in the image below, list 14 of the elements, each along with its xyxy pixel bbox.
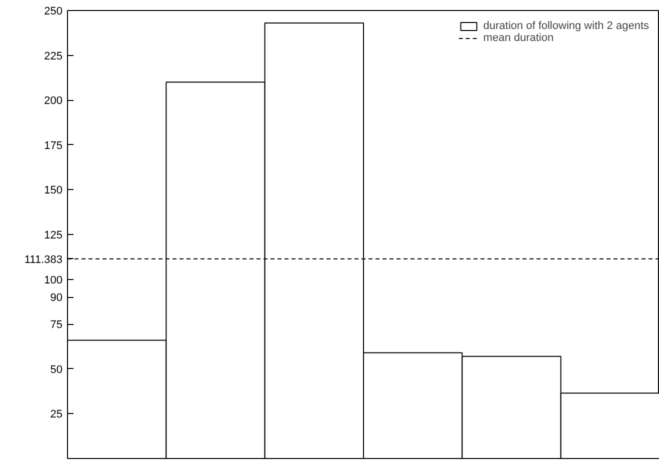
y-tick-label: 111.383 [24, 254, 63, 266]
y-tick-label: 100 [44, 274, 63, 286]
legend-label: mean duration [483, 32, 554, 44]
y-tick-label: 150 [44, 184, 63, 197]
y-tick-label: 90 [50, 292, 63, 304]
y-tick-label: 25 [50, 408, 63, 421]
y-tick-label: 50 [50, 364, 63, 376]
legend-label: duration of following with 2 agents [483, 20, 649, 32]
y-tick-label: 175 [44, 140, 63, 152]
y-tick-label: 125 [44, 230, 63, 242]
y-tick-label: 225 [44, 50, 63, 62]
y-tick-label: 250 [44, 6, 63, 18]
y-tick-label: 75 [50, 319, 63, 332]
y-tick-label: 200 [44, 95, 63, 108]
